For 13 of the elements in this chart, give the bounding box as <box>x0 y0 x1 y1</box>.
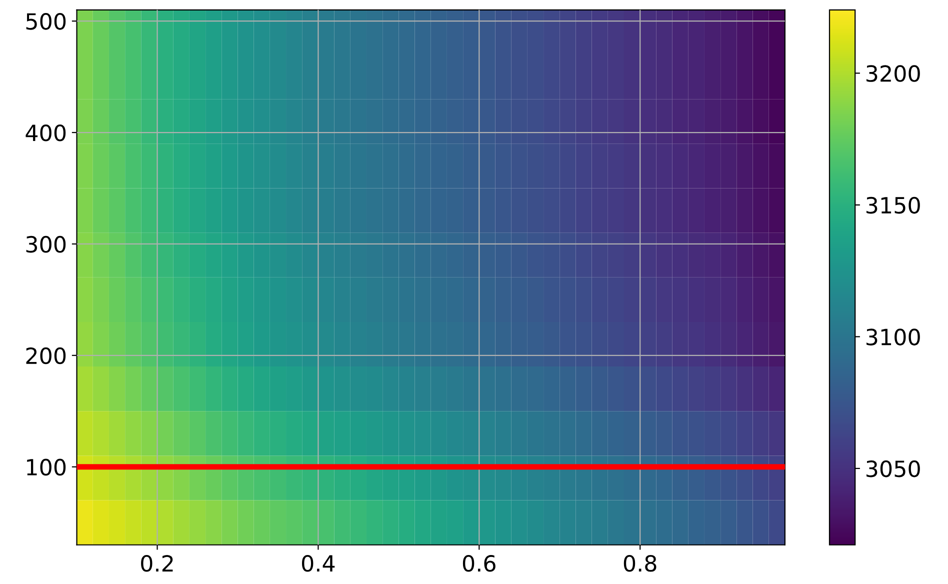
color-bar-label: 3100 <box>866 328 920 346</box>
y-tick-label: 100 <box>27 458 66 476</box>
x-tick-label: 0.2 <box>141 554 173 572</box>
color-bar-label: 3050 <box>866 460 920 478</box>
y-tick-label: 400 <box>26 124 66 142</box>
x-tick-label: 0.4 <box>302 554 335 572</box>
y-tick-label: 500 <box>26 13 66 30</box>
x-tick-label: 0.8 <box>624 554 656 572</box>
color-bar-label: 3200 <box>866 65 920 82</box>
x-tick-label: 0.6 <box>462 554 496 572</box>
y-tick-label: 200 <box>26 347 66 364</box>
y-tick-label: 300 <box>26 236 66 253</box>
color-bar-label: 3150 <box>866 196 920 214</box>
